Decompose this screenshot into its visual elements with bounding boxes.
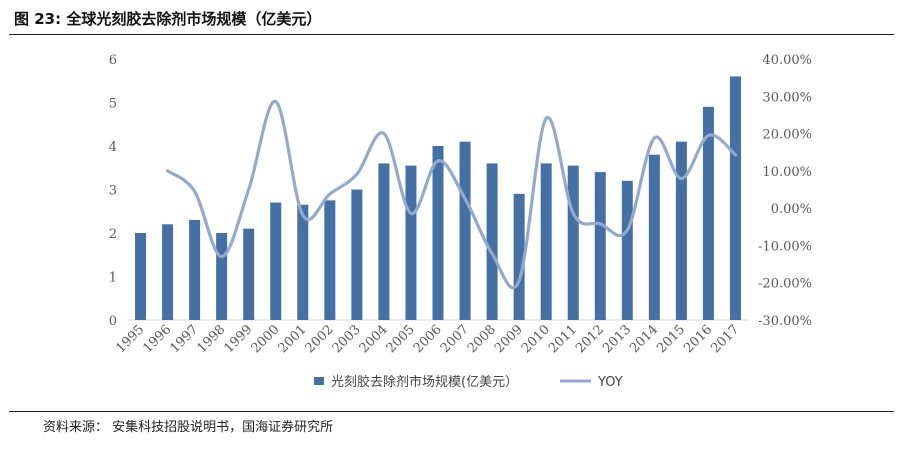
bar-2006 xyxy=(432,146,444,320)
bar-1997 xyxy=(189,219,201,320)
right-tick-label: -10.00% xyxy=(758,239,812,254)
left-tick-label: 3 xyxy=(109,184,117,199)
bar-1998 xyxy=(216,233,228,320)
bar-2009 xyxy=(513,193,525,320)
x-tick-label: 2016 xyxy=(681,322,715,356)
bar-2017 xyxy=(729,76,741,321)
right-tick-label: 40.00% xyxy=(762,53,812,68)
bottom-rule xyxy=(9,411,894,412)
bar-1996 xyxy=(162,224,174,320)
left-tick-label: 0 xyxy=(109,314,117,329)
x-tick-label: 2007 xyxy=(438,322,472,356)
x-tick-label: 2005 xyxy=(384,322,418,356)
bar-2003 xyxy=(351,189,363,320)
x-tick-label: 2002 xyxy=(303,322,337,356)
bar-2011 xyxy=(567,165,579,320)
x-tick-label: 2012 xyxy=(573,322,607,356)
x-tick-label: 2011 xyxy=(546,322,580,356)
bar-2001 xyxy=(297,204,309,320)
bar-2002 xyxy=(324,200,336,320)
legend: 光刻胶去除剂市场规模(亿美元） YOY xyxy=(314,374,623,390)
bar-2015 xyxy=(675,141,687,320)
x-tick-label: 2001 xyxy=(276,322,310,356)
left-tick-label: 2 xyxy=(109,227,117,242)
left-tick-label: 6 xyxy=(109,53,117,68)
x-tick-label: 2006 xyxy=(411,322,445,356)
bar-1995 xyxy=(135,233,147,320)
bar-2000 xyxy=(270,202,282,320)
bar-2012 xyxy=(594,172,606,320)
bar-2004 xyxy=(378,163,390,320)
x-tick-label: 2010 xyxy=(519,322,553,356)
legend-line-label: YOY xyxy=(597,375,623,390)
bar-2016 xyxy=(702,106,714,320)
x-tick-label: 2013 xyxy=(600,322,634,356)
right-tick-label: 0.00% xyxy=(771,202,812,217)
x-tick-label: 2003 xyxy=(330,322,364,356)
right-tick-label: 30.00% xyxy=(762,90,812,105)
left-axis: 0 1 2 3 4 5 6 xyxy=(109,53,117,329)
right-tick-label: -30.00% xyxy=(758,314,812,329)
x-tick-label: 1997 xyxy=(167,322,201,356)
x-tick-label: 2017 xyxy=(708,322,742,356)
bar-2013 xyxy=(621,180,633,320)
left-tick-label: 1 xyxy=(109,271,117,286)
top-rule xyxy=(9,34,894,35)
x-tick-label: 2008 xyxy=(465,322,499,356)
x-tick-label: 1996 xyxy=(140,322,174,356)
left-tick-label: 5 xyxy=(109,97,117,112)
x-tick-label: 1999 xyxy=(222,322,256,356)
bar-2008 xyxy=(486,163,498,320)
source-note: 资料来源： 安集科技招股说明书，国海证券研究所 xyxy=(43,420,334,435)
right-tick-label: 20.00% xyxy=(762,128,812,143)
right-axis: -30.00% -20.00% -10.00% 0.00% 10.00% 20.00% 30… xyxy=(758,53,812,329)
bar-series xyxy=(135,76,741,321)
x-tick-label: 2015 xyxy=(654,322,688,356)
legend-bar-swatch xyxy=(314,377,324,385)
left-tick-label: 4 xyxy=(109,140,117,155)
x-axis: 1995199619971998199920002001200220032004… xyxy=(113,322,742,356)
right-tick-label: 10.00% xyxy=(762,165,812,180)
x-tick-label: 2014 xyxy=(627,322,661,356)
bar-1999 xyxy=(243,228,255,320)
bar-2010 xyxy=(540,163,552,320)
bar-2005 xyxy=(405,165,417,320)
yoy-line xyxy=(165,99,738,290)
bar-2014 xyxy=(648,154,660,320)
bar-2007 xyxy=(459,141,471,320)
legend-bar-label: 光刻胶去除剂市场规模(亿美元） xyxy=(331,374,518,390)
figure-title: 图 23: 全球光刻胶去除剂市场规模（亿美元） xyxy=(14,10,322,28)
x-tick-label: 2009 xyxy=(492,322,526,356)
x-tick-label: 1995 xyxy=(113,322,147,356)
x-tick-label: 2004 xyxy=(357,322,391,356)
x-tick-label: 2000 xyxy=(249,322,283,356)
x-tick-label: 1998 xyxy=(194,322,228,356)
right-tick-label: -20.00% xyxy=(758,277,812,292)
